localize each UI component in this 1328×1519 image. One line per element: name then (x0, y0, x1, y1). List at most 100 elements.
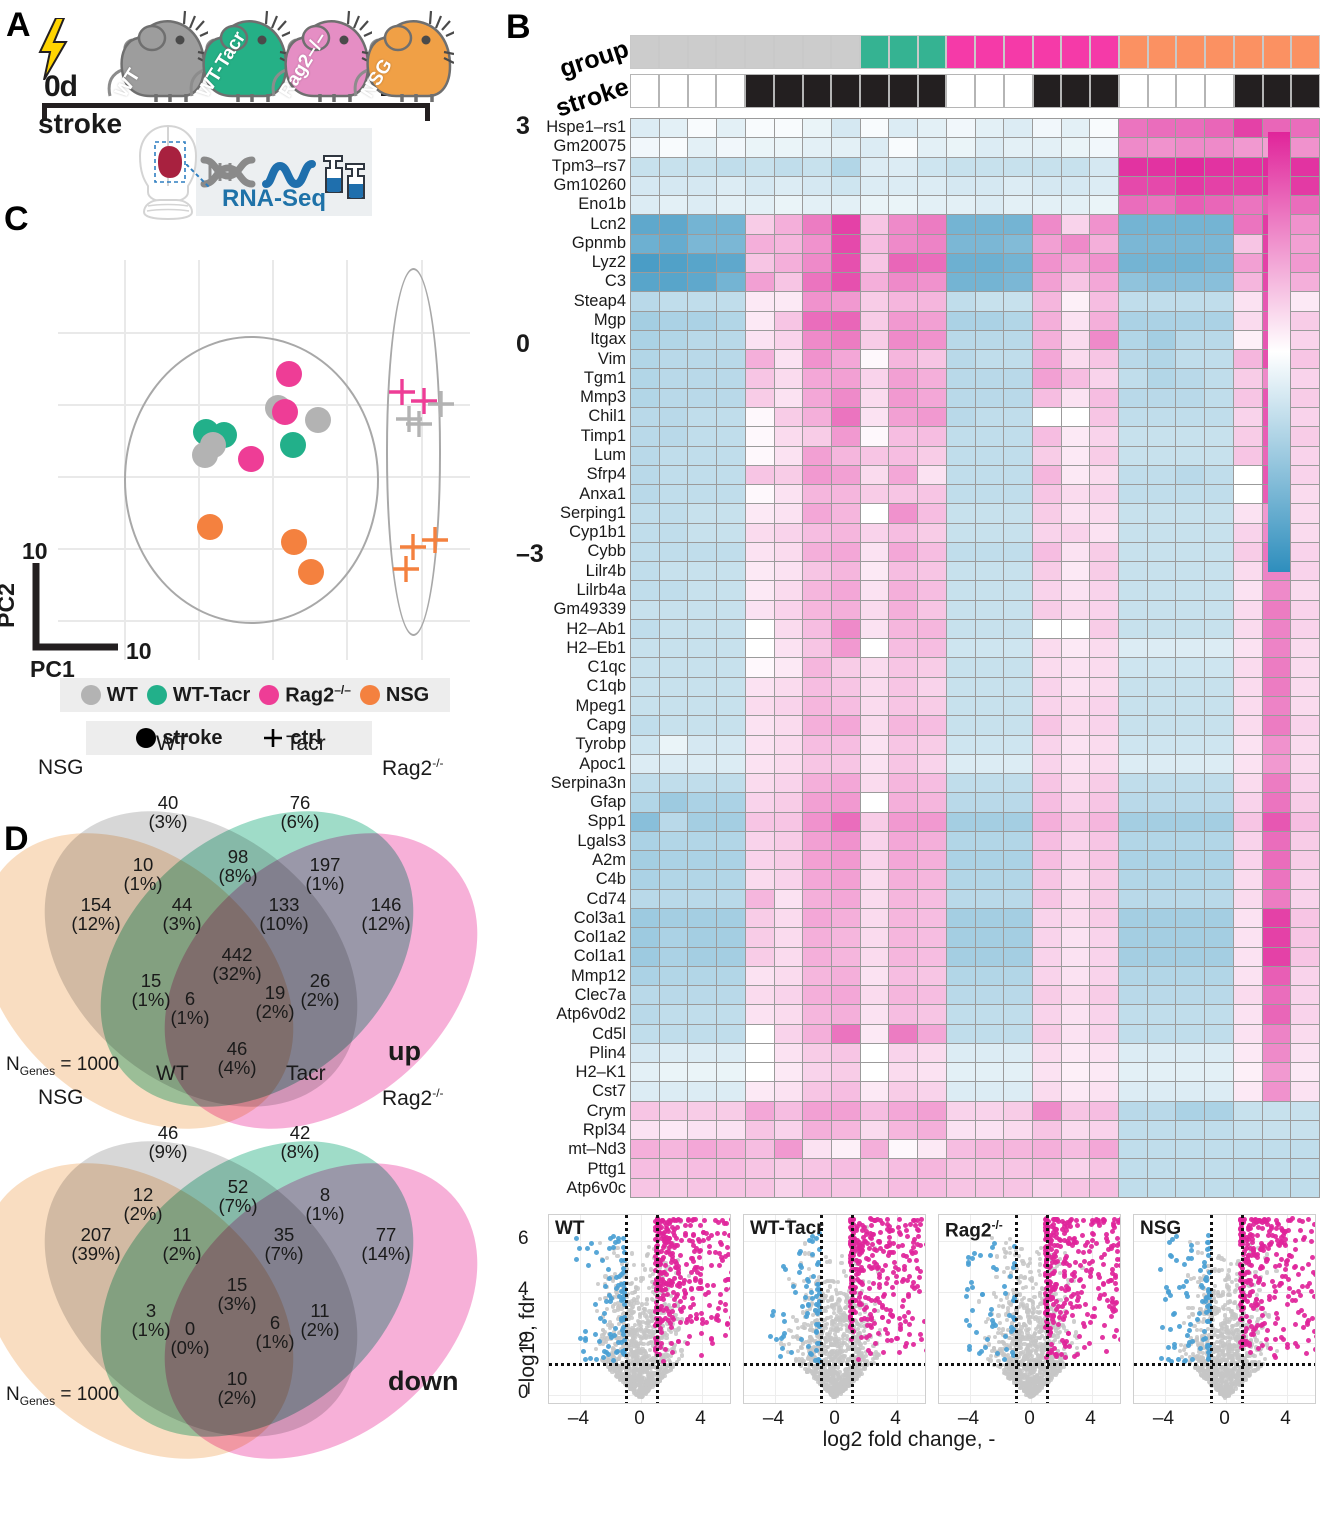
heatmap-cell (1033, 909, 1062, 928)
heatmap-cell (803, 909, 832, 928)
heatmap-cell (1119, 466, 1148, 485)
volcano-point (862, 1329, 866, 1333)
heatmap-cell (688, 967, 717, 986)
heatmap-cell (1119, 928, 1148, 947)
volcano-point (916, 1234, 921, 1239)
heatmap-cell (775, 1159, 804, 1178)
heatmap-cell (1119, 1102, 1148, 1121)
volcano-point (893, 1265, 898, 1270)
gene-label: Lcn2 (590, 216, 626, 233)
heatmap-cell (1291, 485, 1320, 504)
volcano-point (839, 1381, 843, 1385)
heatmap-cell (832, 158, 861, 177)
heatmap-cell (1090, 1005, 1119, 1024)
heatmap-cell (947, 774, 976, 793)
heatmap-cell (918, 1159, 947, 1178)
heatmap-cell (1291, 369, 1320, 388)
heatmap-cell (1062, 1121, 1091, 1140)
volcano-fdr-threshold-line (549, 1363, 731, 1366)
gene-label: C1qb (587, 678, 626, 695)
volcano-point (586, 1263, 591, 1268)
heatmap-cell (1090, 736, 1119, 755)
heatmap-cell (918, 1140, 947, 1159)
volcano-point (703, 1292, 708, 1297)
gene-label: Col1a1 (574, 948, 626, 965)
venn-count-nsg_wt_tacr: 11(2%) (148, 1226, 216, 1264)
heatmap-cell (861, 1025, 890, 1044)
legend-entry-wt[interactable]: WT (81, 684, 138, 707)
volcano-point (907, 1322, 912, 1327)
heatmap-cell (1119, 273, 1148, 292)
volcano-point (796, 1326, 800, 1330)
volcano-point (793, 1290, 798, 1295)
heatmap-cell (832, 890, 861, 909)
venn-count-percent: (3%) (148, 915, 216, 934)
heatmap-cell (717, 1082, 746, 1101)
mouse-icon-nsg: NSG (350, 8, 454, 108)
heatmap-cell (1176, 832, 1205, 851)
heatmap-cell (1004, 1102, 1033, 1121)
heatmap-cell (1062, 1102, 1091, 1121)
heatmap-cell (1004, 485, 1033, 504)
volcano-point (898, 1232, 903, 1237)
heatmap-cell (1176, 292, 1205, 311)
heatmap-cell (1090, 755, 1119, 774)
legend-entry-rag2[interactable]: Rag2–/– (259, 683, 351, 708)
heatmap-cell (746, 851, 775, 870)
heatmap-cell (1148, 870, 1177, 889)
volcano-point (632, 1297, 636, 1301)
heatmap-cell (1004, 793, 1033, 812)
legend-entry-nsg[interactable]: NSG (360, 684, 429, 707)
volcano-point (628, 1282, 632, 1286)
stroke-annotation-cell (1090, 74, 1119, 108)
gene-label: Lgals3 (577, 833, 626, 850)
heatmap-cell (775, 562, 804, 581)
heatmap-cell (1119, 504, 1148, 523)
volcano-point (683, 1231, 688, 1236)
heatmap-cell (660, 369, 689, 388)
heatmap-cell (631, 601, 660, 620)
heatmap-cell (1176, 273, 1205, 292)
heatmap-cell (803, 447, 832, 466)
heatmap-cell (976, 215, 1005, 234)
heatmap-cell (631, 331, 660, 350)
volcano-point (707, 1250, 712, 1255)
heatmap-cell (688, 177, 717, 196)
heatmap-cell (775, 851, 804, 870)
volcano-point (836, 1280, 840, 1284)
heatmap-cell (688, 813, 717, 832)
stroke-annotation-cell (946, 74, 975, 108)
volcano-point (616, 1283, 621, 1288)
legend-entry-wt-tacr[interactable]: WT-Tacr (147, 684, 250, 707)
heatmap-cell (832, 1025, 861, 1044)
heatmap-cell (889, 639, 918, 658)
heatmap-cell (775, 928, 804, 947)
heatmap-cell (976, 581, 1005, 600)
heatmap-cell (1062, 620, 1091, 639)
heatmap-cell (717, 793, 746, 812)
heatmap-cell (1004, 678, 1033, 697)
heatmap-cell (1004, 427, 1033, 446)
volcano-point (863, 1367, 867, 1371)
heatmap-cell (918, 1044, 947, 1063)
heatmap-cell (1205, 524, 1234, 543)
heatmap-cell (1090, 177, 1119, 196)
heatmap-cell (660, 736, 689, 755)
heatmap-cell (918, 177, 947, 196)
heatmap-cell (1033, 581, 1062, 600)
gene-label: Tyrobp (576, 736, 626, 753)
heatmap-cell (1004, 716, 1033, 735)
volcano-point (602, 1311, 607, 1316)
heatmap-cell (631, 158, 660, 177)
heatmap-cell (631, 273, 660, 292)
pca-y-axis-label: PC2 (0, 583, 20, 628)
heatmap-cell (1234, 909, 1263, 928)
heatmap-cell (918, 736, 947, 755)
group-annotation-cell (860, 35, 889, 69)
heatmap-cell (918, 601, 947, 620)
heatmap-cell (717, 1005, 746, 1024)
gene-label: H2–Ab1 (566, 621, 626, 638)
heatmap-cell (1119, 1121, 1148, 1140)
volcano-point (638, 1371, 642, 1375)
heatmap-cell (1062, 813, 1091, 832)
